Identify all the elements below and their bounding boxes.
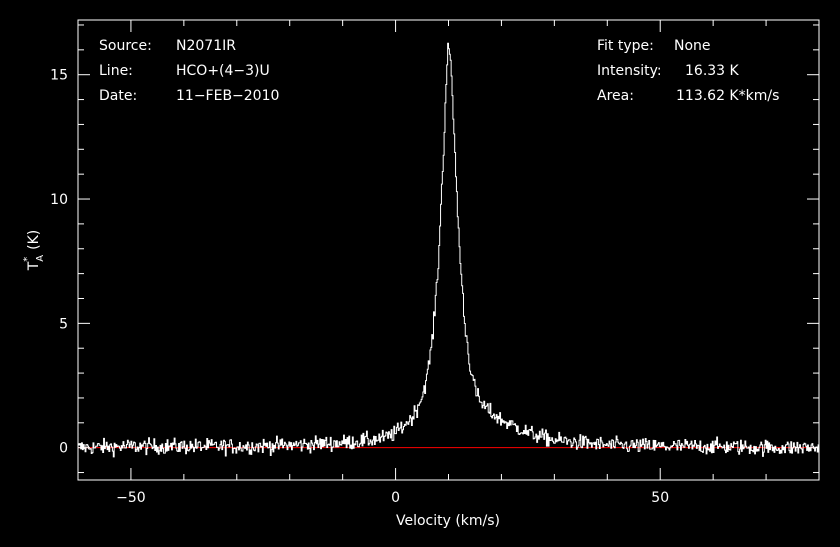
area-value: 113.62 K*km/s (676, 88, 779, 104)
y-axis-label-main: T (26, 261, 42, 271)
line-label: Line: (99, 63, 133, 79)
x-tick-label: −50 (116, 490, 146, 506)
x-axis-label: Velocity (km/s) (396, 513, 500, 529)
y-axis-label-sub: A (35, 255, 46, 262)
y-tick-label: 10 (50, 192, 68, 208)
spectrum-line (78, 42, 819, 458)
plot-area (78, 42, 819, 458)
fit-type-value: None (674, 38, 711, 54)
axis-ticks: −50 0 50 0 5 10 15 (50, 20, 820, 506)
x-tick-label: 0 (391, 490, 400, 506)
date-value: 11−FEB−2010 (176, 88, 279, 104)
svg-text:T*A(K): T* A (K) (22, 230, 46, 272)
source-value: N2071IR (176, 38, 236, 54)
y-axis-label: T* A (K) (22, 230, 46, 272)
x-tick-label: 50 (651, 490, 669, 506)
area-label: Area: (597, 88, 634, 104)
y-axis-label-unit: (K) (26, 230, 42, 250)
y-axis-label-sup: * (22, 257, 33, 262)
line-value: HCO+(4−3)U (176, 63, 270, 79)
y-tick-label: 15 (50, 68, 68, 84)
source-label: Source: (99, 38, 152, 54)
intensity-value: 16.33 K (685, 63, 740, 79)
y-tick-label: 0 (59, 441, 68, 457)
y-tick-label: 5 (59, 316, 68, 332)
fit-type-label: Fit type: (597, 38, 654, 54)
intensity-label: Intensity: (597, 63, 662, 79)
date-label: Date: (99, 88, 137, 104)
